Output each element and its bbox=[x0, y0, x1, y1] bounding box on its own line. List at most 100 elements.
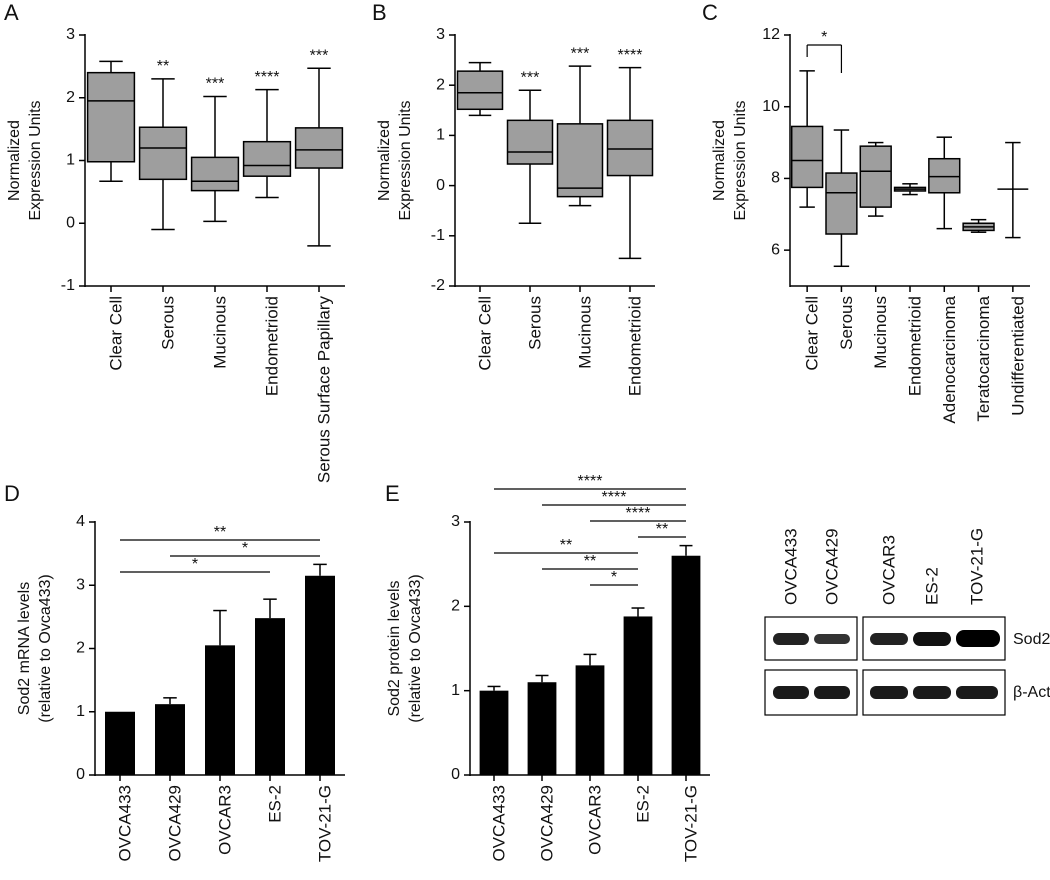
y-axis-label: Expression Units bbox=[27, 100, 44, 220]
x-tick-label: Undifferentiated bbox=[1008, 296, 1027, 416]
bar bbox=[105, 711, 135, 775]
box bbox=[190, 156, 240, 192]
band bbox=[956, 686, 998, 699]
box bbox=[242, 140, 292, 177]
band bbox=[956, 630, 1000, 647]
band bbox=[913, 632, 951, 646]
y-tick-label: 0 bbox=[66, 214, 75, 231]
panel-label: D bbox=[4, 481, 20, 506]
y-tick-label: 2 bbox=[66, 89, 75, 106]
western-blot: Sod2 β-Actin OVCA433 OVCA429 OVCAR3 ES-2… bbox=[764, 528, 1050, 716]
blot-lane-label: OVCA433 bbox=[781, 528, 800, 605]
bar bbox=[255, 618, 285, 775]
y-tick-label: 12 bbox=[762, 26, 780, 43]
band bbox=[913, 686, 951, 699]
y-tick-label: 2 bbox=[451, 598, 460, 615]
y-axis-label: Sod2 protein levels bbox=[386, 580, 403, 716]
box bbox=[138, 126, 188, 181]
band bbox=[773, 633, 809, 645]
y-tick-label: -1 bbox=[431, 227, 445, 244]
y-tick-label: 1 bbox=[451, 682, 460, 699]
band bbox=[773, 686, 809, 699]
x-tick-label: Serous bbox=[837, 296, 856, 350]
box bbox=[86, 71, 136, 163]
x-tick-label: OVCAR3 bbox=[585, 785, 604, 855]
x-tick-label: Endometrioid bbox=[905, 296, 924, 396]
box bbox=[928, 157, 961, 194]
blot-row-label: Sod2 bbox=[1013, 631, 1050, 648]
blot-lane-label: OVCA429 bbox=[822, 528, 841, 605]
band bbox=[870, 633, 908, 645]
x-tick-label: OVCA429 bbox=[537, 785, 556, 862]
bar bbox=[205, 645, 235, 775]
blot-lane-label: TOV-21-G bbox=[967, 528, 986, 605]
significance: **** bbox=[626, 505, 651, 522]
significance: ** bbox=[560, 537, 572, 554]
box bbox=[790, 125, 824, 189]
significance: **** bbox=[618, 47, 643, 64]
x-tick-label: Serous bbox=[158, 296, 177, 350]
y-tick-label: -2 bbox=[431, 277, 445, 294]
significance: *** bbox=[206, 76, 225, 93]
x-tick-label: ES-2 bbox=[633, 785, 652, 823]
y-tick-label: 3 bbox=[66, 26, 75, 43]
panel-label: A bbox=[4, 0, 19, 25]
band bbox=[814, 686, 850, 699]
box bbox=[859, 145, 892, 208]
panel-label: C bbox=[702, 0, 718, 25]
y-axis-label: Normalized bbox=[376, 120, 393, 201]
significance: *** bbox=[571, 45, 590, 62]
bar bbox=[671, 555, 701, 775]
box bbox=[506, 119, 554, 165]
significance: **** bbox=[255, 69, 280, 86]
y-axis-label: Expression Units bbox=[732, 100, 749, 220]
box bbox=[825, 172, 858, 235]
x-tick-label: Mucinous bbox=[210, 296, 229, 369]
x-tick-label: OVCAR3 bbox=[215, 785, 234, 855]
y-tick-label: 1 bbox=[436, 127, 445, 144]
box bbox=[294, 127, 344, 169]
y-tick-label: 1 bbox=[66, 152, 75, 169]
significance: * bbox=[192, 556, 198, 573]
significance: **** bbox=[602, 489, 627, 506]
significance: *** bbox=[310, 47, 329, 64]
significance: ** bbox=[656, 521, 668, 538]
x-tick-label: Clear Cell bbox=[475, 296, 494, 371]
significance: ** bbox=[157, 58, 169, 75]
x-tick-label: Serous Surface Papillary bbox=[314, 296, 333, 484]
y-tick-label: 2 bbox=[76, 640, 85, 657]
y-tick-label: 0 bbox=[436, 177, 445, 194]
significance: * bbox=[821, 29, 827, 46]
y-tick-label: 3 bbox=[436, 26, 445, 43]
x-tick-label: ES-2 bbox=[265, 785, 284, 823]
panel-label: E bbox=[385, 481, 400, 506]
blot-row-label: β-Actin bbox=[1013, 684, 1050, 701]
significance: **** bbox=[578, 473, 603, 490]
x-tick-label: Clear Cell bbox=[803, 296, 822, 371]
x-tick-label: Clear Cell bbox=[106, 296, 125, 371]
y-tick-label: 8 bbox=[771, 170, 780, 187]
bar bbox=[575, 665, 605, 775]
y-axis-label: (relative to Ovca433) bbox=[407, 574, 424, 723]
y-tick-label: 1 bbox=[76, 703, 85, 720]
bar bbox=[479, 690, 509, 775]
y-tick-label: 4 bbox=[76, 513, 85, 530]
y-axis-label: Normalized bbox=[6, 120, 23, 201]
y-axis-label: Sod2 mRNA levels bbox=[16, 582, 33, 715]
x-tick-label: OVCA433 bbox=[489, 785, 508, 862]
x-tick-label: Mucinous bbox=[871, 296, 890, 369]
bar bbox=[527, 682, 557, 775]
x-tick-label: Endometrioid bbox=[625, 296, 644, 396]
x-tick-label: TOV-21-G bbox=[681, 785, 700, 862]
y-axis-label: (relative to Ovca433) bbox=[37, 574, 54, 723]
x-tick-label: Endometrioid bbox=[262, 296, 281, 396]
significance: ** bbox=[584, 553, 596, 570]
x-tick-label: OVCA433 bbox=[115, 785, 134, 862]
band bbox=[870, 686, 908, 699]
y-tick-label: 2 bbox=[436, 76, 445, 93]
x-tick-label: Adenocarcinoma bbox=[940, 295, 959, 423]
bar bbox=[305, 575, 335, 775]
y-tick-label: 6 bbox=[771, 241, 780, 258]
band bbox=[814, 634, 850, 644]
